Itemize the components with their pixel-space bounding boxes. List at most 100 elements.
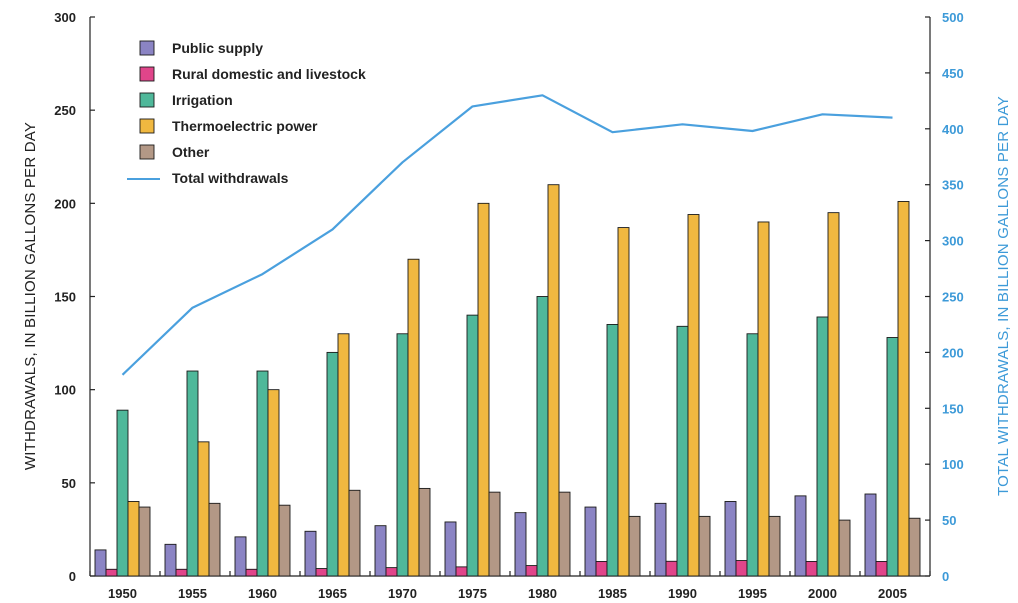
legend-swatch — [139, 66, 155, 82]
bar-rural-domestic-and-livestock — [245, 568, 258, 577]
bar-other — [698, 515, 711, 577]
x-tick-label: 1980 — [528, 586, 557, 601]
bar-public-supply — [724, 501, 737, 577]
bar-irrigation — [326, 351, 339, 577]
bar-irrigation — [186, 370, 199, 577]
bar-public-supply — [794, 495, 807, 577]
bar-other — [488, 491, 501, 577]
bar-irrigation — [886, 337, 899, 577]
y-axis-title-right: TOTAL WITHDRAWALS, IN BILLION GALLONS PE… — [995, 96, 1012, 496]
legend-label: Rural domestic and livestock — [172, 66, 366, 82]
x-tick-label: 1990 — [668, 586, 697, 601]
y-tick-label-left: 150 — [54, 290, 76, 305]
bar-rural-domestic-and-livestock — [385, 567, 398, 577]
bar-other — [138, 506, 151, 577]
y-tick-label-left: 50 — [62, 476, 76, 491]
bar-thermoelectric-power — [127, 501, 140, 577]
bar-public-supply — [584, 506, 597, 577]
legend-label: Public supply — [172, 40, 263, 56]
y-tick-label-right: 450 — [942, 66, 964, 81]
bar-thermoelectric-power — [757, 221, 770, 577]
bar-rural-domestic-and-livestock — [735, 560, 748, 577]
bar-other — [278, 504, 291, 577]
bar-irrigation — [466, 314, 479, 577]
bar-public-supply — [234, 536, 247, 577]
y-tick-label-left: 250 — [54, 103, 76, 118]
y-tick-label-left: 300 — [54, 10, 76, 25]
x-tick-label: 1965 — [318, 586, 347, 601]
bar-irrigation — [606, 324, 619, 577]
line-total-withdrawals — [121, 94, 893, 376]
x-tick-label: 1975 — [458, 586, 487, 601]
bar-rural-domestic-and-livestock — [105, 568, 118, 577]
y-axis-title-left: WITHDRAWALS, IN BILLION GALLONS PER DAY — [22, 122, 39, 470]
bar-rural-domestic-and-livestock — [665, 560, 678, 577]
x-tick-label: 1970 — [388, 586, 417, 601]
x-tick-label: 1955 — [178, 586, 207, 601]
legend-swatch — [139, 40, 155, 56]
ticks-group: 0 50 100 150 200 250 300 0 50 100 150 200 250 300 350 4… — [54, 10, 963, 601]
y-tick-label-right: 500 — [942, 10, 964, 25]
bar-public-supply — [514, 512, 527, 577]
legend-swatch — [139, 144, 155, 160]
legend-label: Irrigation — [172, 92, 233, 108]
x-tick-label: 2005 — [878, 586, 907, 601]
bar-other — [768, 515, 781, 577]
bar-other — [348, 489, 361, 577]
y-tick-label-left: 0 — [69, 569, 76, 584]
y-tick-label-right: 400 — [942, 122, 964, 137]
y-tick-label-right: 100 — [942, 457, 964, 472]
bar-irrigation — [256, 370, 269, 577]
y-tick-label-right: 350 — [942, 178, 964, 193]
legend-label: Total withdrawals — [172, 170, 289, 186]
bar-public-supply — [304, 530, 317, 577]
y-tick-label-right: 200 — [942, 345, 964, 360]
y-tick-label-left: 100 — [54, 383, 76, 398]
legend: Public supply Rural domestic and livestoc… — [127, 40, 366, 186]
bar-thermoelectric-power — [897, 201, 910, 577]
bar-thermoelectric-power — [547, 184, 560, 577]
bar-thermoelectric-power — [197, 441, 210, 577]
y-tick-label-right: 250 — [942, 290, 964, 305]
bar-public-supply — [654, 502, 667, 577]
bar-irrigation — [746, 333, 759, 577]
bar-thermoelectric-power — [827, 212, 840, 577]
bar-other — [418, 487, 431, 577]
x-tick-label: 1985 — [598, 586, 627, 601]
y-tick-label-right: 300 — [942, 234, 964, 249]
bar-public-supply — [94, 549, 107, 577]
y-tick-label-right: 50 — [942, 513, 956, 528]
bar-other — [628, 515, 641, 577]
bar-rural-domestic-and-livestock — [875, 561, 888, 577]
legend-swatch — [139, 92, 155, 108]
bar-thermoelectric-power — [477, 202, 490, 577]
bar-rural-domestic-and-livestock — [805, 561, 818, 577]
bar-rural-domestic-and-livestock — [315, 568, 328, 577]
bar-irrigation — [816, 316, 829, 577]
bar-thermoelectric-power — [407, 258, 420, 577]
legend-label: Thermoelectric power — [172, 118, 318, 134]
bar-public-supply — [864, 493, 877, 577]
bar-public-supply — [164, 543, 177, 577]
legend-swatch — [139, 118, 155, 134]
bar-rural-domestic-and-livestock — [175, 568, 188, 577]
x-tick-label: 1995 — [738, 586, 767, 601]
bar-public-supply — [374, 525, 387, 577]
bar-public-supply — [444, 521, 457, 577]
bar-other — [908, 517, 921, 577]
bar-irrigation — [676, 325, 689, 577]
x-tick-label: 1950 — [108, 586, 137, 601]
bar-thermoelectric-power — [617, 227, 630, 577]
bar-rural-domestic-and-livestock — [595, 561, 608, 577]
bar-other — [558, 491, 571, 577]
bar-other — [838, 519, 851, 577]
bar-irrigation — [536, 296, 549, 577]
bar-irrigation — [116, 409, 129, 577]
legend-label: Other — [172, 144, 210, 160]
x-tick-label: 2000 — [808, 586, 837, 601]
total-line-group — [121, 94, 893, 376]
y-tick-label-left: 200 — [54, 196, 76, 211]
bar-thermoelectric-power — [267, 389, 280, 577]
y-tick-label-right: 0 — [942, 569, 949, 584]
